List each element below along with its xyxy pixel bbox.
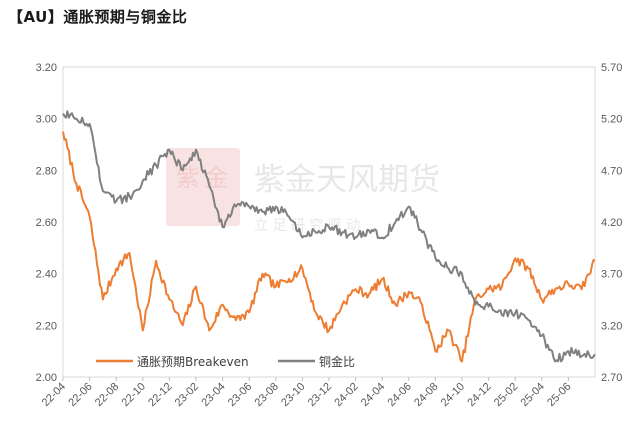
left-tick-label: 2.00 (36, 372, 57, 384)
x-tick-label: 24-12 (465, 381, 493, 409)
left-tick-label: 2.40 (36, 269, 57, 281)
right-tick-label: 4.20 (601, 217, 622, 229)
watermark-seal-glyph-1: 紫 (176, 164, 200, 192)
right-tick-label: 5.70 (601, 62, 622, 74)
left-tick-label: 2.20 (36, 320, 57, 332)
left-tick-label: 2.80 (36, 165, 57, 177)
right-tick-label: 3.70 (601, 269, 622, 281)
series-line-breakeven (62, 131, 596, 363)
right-tick-label: 3.20 (601, 320, 622, 332)
chart-title: 【AU】通胀预期与铜金比 (8, 8, 188, 26)
x-tick-label: 23-08 (253, 381, 281, 409)
x-tick-label: 24-06 (386, 381, 414, 409)
legend-label-copper-gold: 铜金比 (319, 354, 355, 369)
x-tick-label: 22-04 (40, 381, 68, 409)
x-tick-label: 24-10 (439, 381, 467, 409)
watermark-name: 紫金天风期货 (254, 162, 440, 198)
x-tick-label: 24-02 (332, 381, 360, 409)
x-tick-label: 25-02 (492, 381, 520, 409)
left-axis: 2.00 2.20 2.40 2.60 2.80 3.00 3.20 (36, 62, 57, 384)
x-tick-label: 23-12 (306, 381, 334, 409)
series-layer (62, 110, 596, 363)
legend: 通胀预期Breakeven 铜金比 (96, 354, 355, 369)
right-tick-label: 2.70 (601, 372, 622, 384)
series-line-copper-gold-ratio (62, 110, 596, 363)
x-axis: 22-0422-0622-0822-1022-1223-0223-0423-06… (40, 377, 574, 409)
x-tick-label: 23-04 (199, 381, 227, 409)
x-tick-label: 25-04 (519, 381, 547, 409)
x-tick-label: 25-06 (545, 381, 573, 409)
left-tick-label: 3.20 (36, 62, 57, 74)
right-axis: 2.70 3.20 3.70 4.20 4.70 5.20 5.70 (601, 62, 622, 384)
x-tick-label: 22-10 (120, 381, 148, 409)
right-tick-label: 4.70 (601, 165, 622, 177)
x-tick-label: 23-02 (173, 381, 201, 409)
x-tick-label: 22-06 (66, 381, 94, 409)
watermark: 紫 金 紫金天风期货 立 足 研 究 驱 动 (166, 148, 440, 234)
x-tick-label: 24-08 (412, 381, 440, 409)
x-tick-label: 22-08 (93, 381, 121, 409)
x-tick-label: 24-04 (359, 381, 387, 409)
left-tick-label: 2.60 (36, 217, 57, 229)
x-tick-label: 23-10 (279, 381, 307, 409)
x-tick-label: 23-06 (226, 381, 254, 409)
legend-label-breakeven: 通胀预期Breakeven (137, 355, 249, 369)
x-tick-label: 22-12 (146, 381, 174, 409)
left-tick-label: 3.00 (36, 114, 57, 126)
right-tick-label: 5.20 (601, 114, 622, 126)
